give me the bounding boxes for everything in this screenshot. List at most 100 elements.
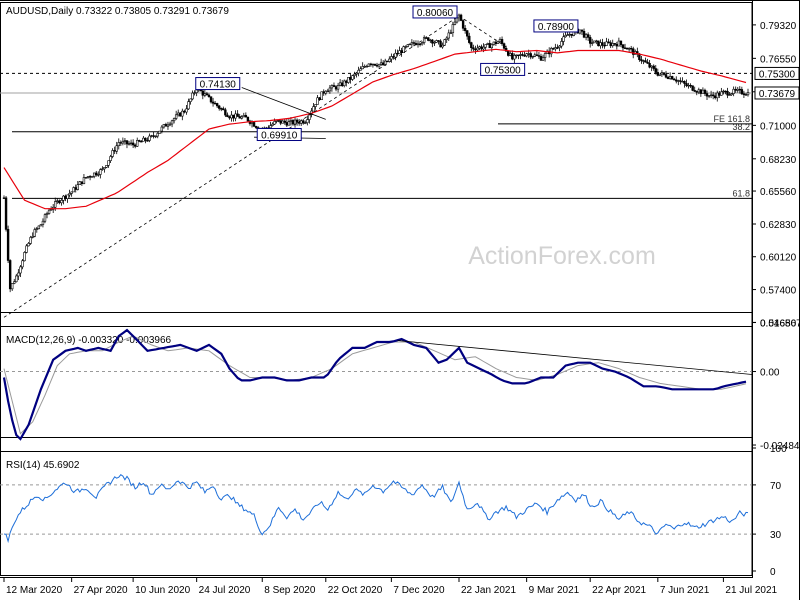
candle-body [183, 110, 186, 113]
candle-body [398, 50, 401, 54]
candle-body [10, 283, 14, 290]
candle-body [490, 44, 494, 49]
candle-body [164, 124, 168, 127]
candle-body [687, 84, 690, 87]
candle-body [72, 187, 75, 193]
candle-body [445, 37, 448, 40]
x-tick-label: 22 Apr 2021 [592, 585, 646, 596]
candle-body [54, 201, 57, 208]
candle-body [29, 237, 32, 244]
candle-body [660, 72, 664, 75]
candle-body [461, 20, 465, 29]
x-tick-label: 9 Mar 2021 [529, 585, 580, 596]
candle-body [418, 43, 422, 45]
candle-body [246, 116, 250, 122]
candle-body [732, 88, 735, 94]
candle-body [482, 46, 485, 50]
price-y-tick-label: 0.57400 [760, 286, 797, 297]
candle-body [220, 108, 223, 110]
candle-body [451, 24, 455, 34]
candle-body [107, 160, 110, 166]
right-axis-box [754, 86, 800, 100]
candle-body [324, 90, 327, 94]
candle-body [111, 150, 114, 157]
candle-body [144, 137, 147, 141]
candle-body [468, 35, 471, 43]
candle-body [420, 42, 424, 45]
candle-body [166, 124, 170, 127]
candle-body [351, 75, 354, 80]
candle-body [535, 54, 539, 56]
candle-body [539, 56, 543, 61]
candle-body [232, 114, 235, 119]
candle-body [33, 229, 36, 237]
candle-body [476, 47, 479, 51]
candle-body [293, 119, 297, 125]
candle-body [25, 245, 28, 253]
candle-body [621, 44, 625, 49]
candle-body [277, 120, 280, 122]
price-label-text: 0.74130 [200, 80, 237, 91]
candle-body [207, 94, 211, 97]
candle-body [447, 32, 450, 39]
candle-body [316, 97, 319, 105]
candlestick-group [2, 13, 750, 293]
rsi-y-tick-label: 100 [770, 444, 787, 455]
candle-body [519, 54, 522, 56]
candle-body [570, 33, 573, 36]
candle-body [283, 120, 286, 123]
candle-body [658, 73, 662, 76]
candle-body [332, 85, 336, 87]
candle-body [228, 116, 231, 119]
candle-body [146, 140, 149, 142]
macd-y-tick-label: 0.016567 [760, 319, 800, 330]
candle-body [347, 77, 350, 83]
candle-body [603, 44, 606, 47]
candle-body [410, 42, 414, 45]
candle-body [95, 172, 98, 176]
candle-body [701, 89, 705, 94]
price-y-tick-label: 0.68230 [760, 155, 797, 166]
candle-body [56, 200, 59, 202]
candle-body [623, 47, 627, 49]
candle-body [560, 41, 563, 47]
price-label-box [256, 128, 302, 142]
candle-body [367, 63, 371, 67]
candle-body [652, 65, 655, 69]
rsi-y-tick-label: 30 [770, 530, 782, 541]
rsi-panel-frame [0, 437, 753, 576]
candle-body [402, 46, 405, 53]
candle-body [142, 137, 145, 142]
candle-body [679, 80, 682, 82]
candle-body [666, 76, 670, 79]
candle-body [43, 214, 47, 222]
candle-body [170, 120, 174, 125]
macd-trend-line [397, 340, 753, 375]
candle-body [62, 195, 65, 201]
candle-body [162, 124, 166, 128]
candle-body [189, 98, 192, 102]
candle-body [459, 14, 463, 21]
candle-body [13, 281, 16, 284]
x-tick-label: 7 Dec 2020 [393, 585, 445, 596]
price-header: AUDUSD,Daily 0.73322 0.73805 0.73291 0.7… [6, 6, 229, 17]
candle-body [556, 47, 559, 49]
candle-body [599, 42, 602, 47]
candle-body [117, 142, 120, 147]
candle-body [179, 112, 182, 117]
candle-body [427, 37, 430, 41]
candle-body [681, 81, 684, 83]
candle-body [78, 181, 82, 185]
candle-body [566, 34, 569, 36]
candle-body [211, 101, 215, 104]
candle-body [84, 177, 88, 179]
candle-body [595, 40, 598, 42]
candle-body [127, 143, 131, 145]
price-label-text: 0.78900 [538, 22, 575, 33]
candle-body [224, 109, 227, 116]
candle-body [314, 104, 317, 107]
candle-body [377, 63, 381, 67]
candle-body [640, 59, 643, 62]
candle-body [80, 181, 84, 184]
